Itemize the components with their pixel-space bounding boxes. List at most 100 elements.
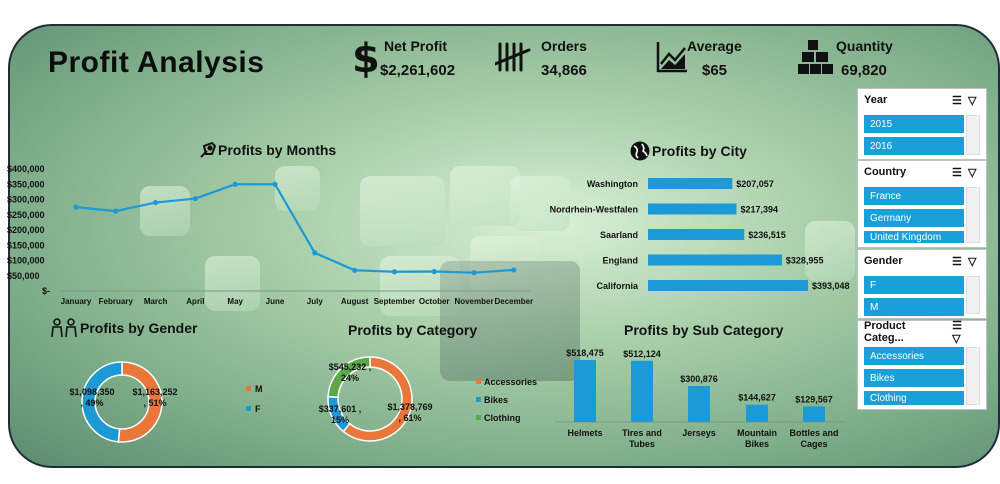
kpi-quantity-label: Quantity [836, 38, 893, 54]
y-tick-label: $50,000 [7, 271, 40, 281]
city-bar [648, 203, 737, 215]
gender-title-text: Profits by Gender [80, 320, 198, 336]
category-value-label-clothing: $545,232 , 24% [329, 362, 372, 383]
kpi-average-value: $65 [702, 62, 728, 79]
slicer-gender: Gender ☰ ▽ F M [857, 249, 987, 319]
dashboard-frame [8, 24, 1000, 468]
subcategory-bar [574, 360, 596, 422]
x-tick-label: July [307, 297, 324, 306]
months-title-text: Profits by Months [218, 142, 337, 158]
y-tick-label: $- [42, 286, 50, 296]
kpi-orders-label: Orders [541, 38, 587, 54]
city-value-label: $207,057 [736, 179, 774, 189]
x-tick-label: June [266, 297, 285, 306]
subcategory-value-label: $512,124 [623, 349, 661, 359]
category-title: Profits by Category [348, 322, 478, 338]
data-point [431, 268, 437, 275]
category-slice [327, 356, 371, 398]
slicer-item-france[interactable]: France [864, 187, 964, 205]
rocket-icon [200, 141, 217, 158]
clear-filter-icon[interactable]: ▽ [968, 166, 977, 179]
subcategory-label: Mountain Bikes [737, 428, 777, 449]
slicer-category-scrollbar[interactable] [966, 347, 980, 405]
y-tick-label: $200,000 [7, 225, 45, 235]
x-tick-label: April [186, 297, 204, 306]
people-icon [51, 318, 77, 338]
multi-select-icon[interactable]: ☰ [952, 166, 962, 179]
slicer-item-bikes[interactable]: Bikes [864, 369, 964, 387]
data-point [113, 208, 119, 214]
city-bar [648, 229, 745, 240]
kpi-quantity-value: 69,820 [841, 62, 887, 79]
slicer-category-header: Product Categ... ☰▽ [858, 320, 986, 345]
slicer-country-header: Country ☰ ▽ [858, 161, 986, 183]
x-tick-label: August [341, 297, 369, 306]
slicer-year-label: Year [864, 94, 888, 106]
slicer-item-germany[interactable]: Germany [864, 209, 964, 227]
months-line-chart: $400,000 $350,000 $300,000 $250,000 $200,000… [7, 164, 533, 306]
legend-label: Bikes [484, 395, 508, 405]
slicer-item-clothing[interactable]: Clothing [864, 391, 964, 405]
legend-label: M [255, 384, 263, 394]
city-label: Nordrhein-Westfalen [550, 205, 638, 215]
y-tick-label: $250,000 [7, 210, 45, 220]
gender-value-label-m: $1,163,252, 51% [132, 387, 177, 408]
subcategory-bar-chart: $518,475 Helmets $512,124 Tires and Tubes $30… [555, 348, 845, 449]
months-title: Profits by Months [198, 140, 336, 160]
slicer-item-m[interactable]: M [864, 298, 964, 316]
slicer-gender-scrollbar[interactable] [966, 276, 980, 314]
slicer-category: Product Categ... ☰▽ Accessories Bikes Cl… [857, 320, 987, 410]
y-tick-label: $350,000 [7, 179, 45, 189]
city-title-text: Profits by City [652, 143, 747, 159]
legend-swatch [246, 386, 251, 391]
slicer-item-f[interactable]: F [864, 276, 964, 294]
slicer-country-scrollbar[interactable] [966, 187, 980, 243]
globe-icon [630, 141, 650, 161]
city-bar-chart: Washington $207,057 Nordrhein-Westfalen $21… [550, 178, 850, 291]
x-tick-label: May [227, 297, 243, 306]
slicer-item-2016[interactable]: 2016 [864, 137, 964, 155]
data-point [192, 195, 198, 202]
city-label: California [596, 281, 639, 291]
slicer-country: Country ☰ ▽ France Germany United Kingdom [857, 160, 987, 248]
x-tick-label: March [144, 297, 168, 306]
legend-label: Accessories [484, 377, 537, 387]
data-point [511, 267, 517, 273]
subcategory-value-label: $518,475 [566, 348, 604, 358]
clear-filter-icon[interactable]: ▽ [968, 94, 977, 107]
city-bar [648, 178, 733, 189]
gender-slice [81, 361, 123, 443]
legend-swatch [476, 379, 481, 384]
dollar-icon: $ [352, 36, 380, 82]
multi-select-icon[interactable]: ☰ [952, 94, 962, 107]
clear-filter-icon[interactable]: ▽ [968, 255, 977, 268]
gender-value-label-f: $1,098,350, 49% [69, 387, 114, 408]
slicer-category-label: Product Categ... [864, 320, 906, 344]
subcategory-label: Jerseys [682, 428, 716, 438]
multi-select-icon[interactable]: ☰ [952, 320, 962, 332]
slicer-item-uk[interactable]: United Kingdom [864, 231, 964, 243]
y-tick-label: $100,000 [7, 256, 45, 266]
slicer-gender-label: Gender [864, 255, 903, 267]
multi-select-icon[interactable]: ☰ [952, 255, 962, 268]
profit-line [75, 183, 514, 274]
slicer-year: Year ☰ ▽ 2015 2016 [857, 88, 987, 160]
legend-swatch [476, 415, 481, 420]
slicer-item-2015[interactable]: 2015 [864, 115, 964, 133]
kpi-average-label: Average [687, 38, 742, 54]
city-value-label: $328,955 [786, 256, 824, 266]
slicer-item-accessories[interactable]: Accessories [864, 347, 964, 365]
data-point [272, 181, 278, 187]
tally-icon [495, 42, 531, 72]
x-tick-label: November [454, 297, 493, 306]
clear-filter-icon[interactable]: ▽ [952, 333, 961, 345]
kpi-net-profit-label: Net Profit [384, 38, 447, 54]
subcategory-value-label: $144,627 [738, 393, 776, 403]
slicer-year-scrollbar[interactable] [966, 115, 980, 155]
x-tick-label: February [99, 297, 134, 306]
legend-swatch [476, 397, 481, 402]
legend-swatch [246, 406, 251, 411]
slicer-gender-header: Gender ☰ ▽ [858, 250, 986, 272]
x-tick-label: October [419, 297, 450, 306]
city-value-label: $217,394 [740, 205, 778, 215]
